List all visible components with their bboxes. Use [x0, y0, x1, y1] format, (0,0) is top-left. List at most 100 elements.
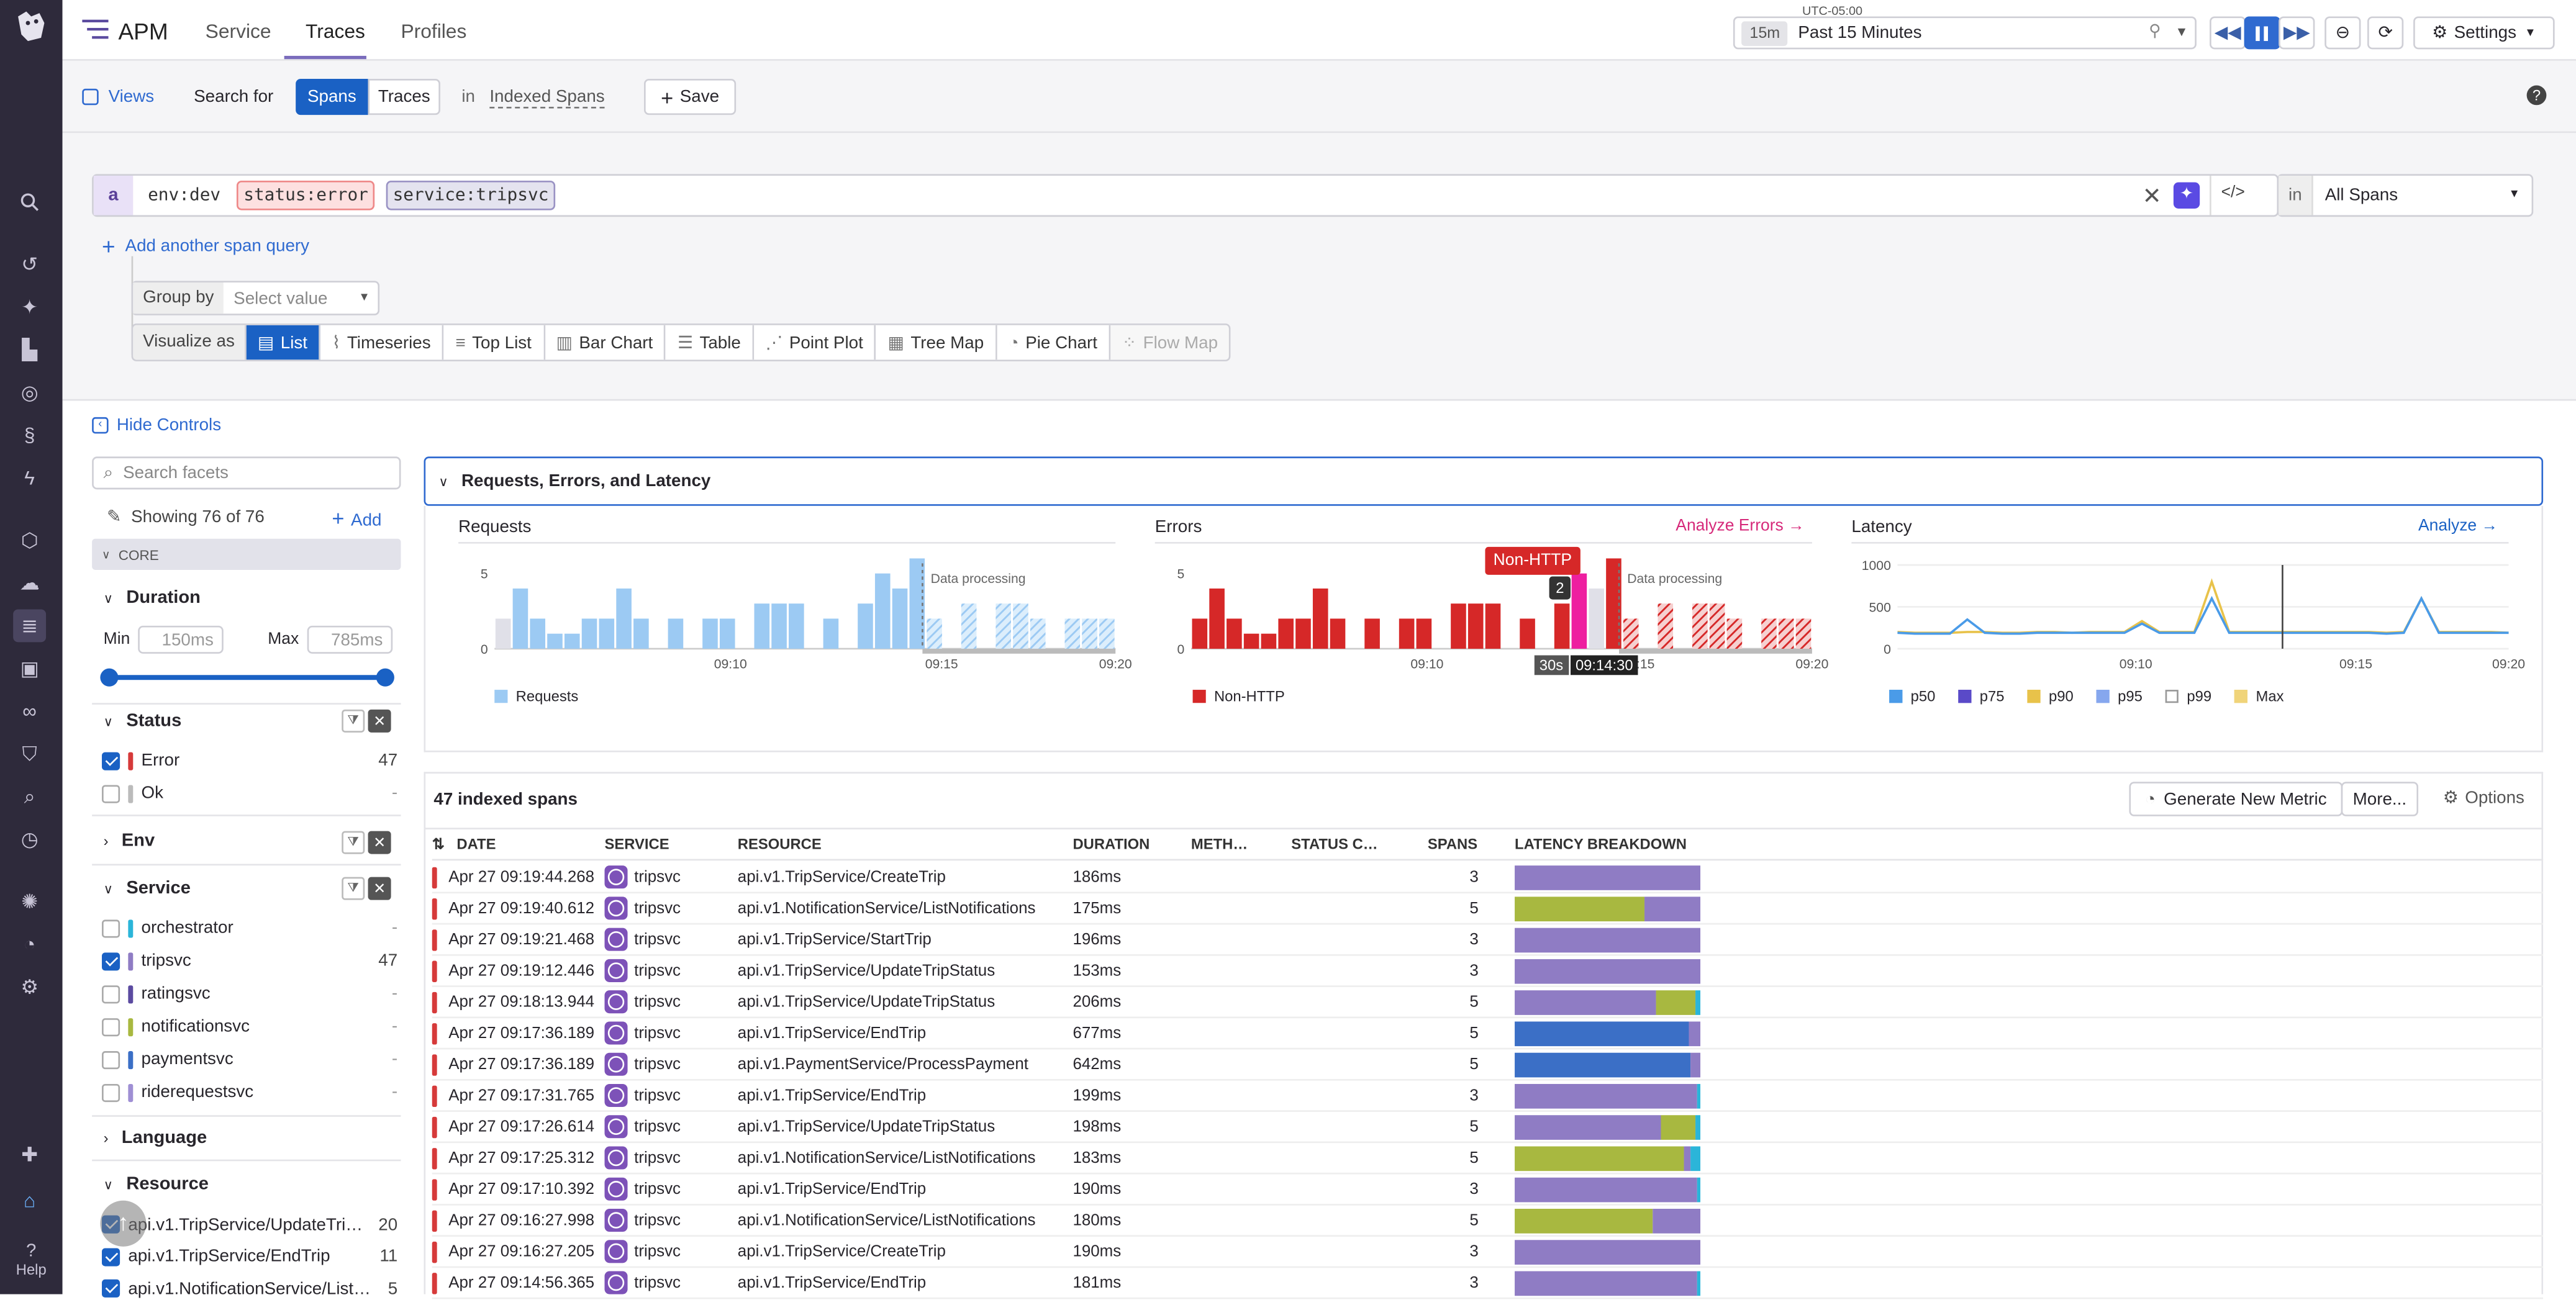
- facet-checkbox[interactable]: [102, 952, 120, 970]
- col-resource[interactable]: RESOURCE: [737, 836, 822, 852]
- bar[interactable]: [495, 618, 511, 649]
- shield-icon[interactable]: ⛉: [22, 741, 37, 765]
- group-by-select[interactable]: Select value ▼: [224, 288, 378, 308]
- monitors-icon[interactable]: ◎: [20, 381, 39, 404]
- bar[interactable]: [547, 633, 563, 649]
- bar[interactable]: [1623, 618, 1639, 649]
- bar[interactable]: [995, 603, 1011, 649]
- bar[interactable]: [512, 588, 528, 649]
- tab-traces[interactable]: Traces: [306, 19, 365, 43]
- bar[interactable]: [874, 573, 891, 649]
- bar[interactable]: [599, 618, 615, 649]
- viz-point-plot[interactable]: ⋰ Point Plot: [754, 325, 876, 360]
- integrations-icon[interactable]: ✚: [21, 1143, 38, 1167]
- zoom-out-button[interactable]: ⊖: [2324, 16, 2361, 50]
- table-row[interactable]: Apr 27 09:17:36.189 tripsvc api.v1.TripSer…: [432, 1018, 2544, 1050]
- bar[interactable]: [771, 603, 787, 649]
- scope-selector[interactable]: in All Spans ▼: [2277, 174, 2534, 217]
- bar[interactable]: [1064, 618, 1081, 649]
- query-chip-env[interactable]: env:dev: [148, 185, 221, 205]
- traces-toggle[interactable]: Traces: [368, 78, 440, 115]
- viz-table[interactable]: ☰ Table: [666, 325, 755, 360]
- duration-slider-max-handle[interactable]: [376, 668, 394, 687]
- pencil-icon[interactable]: ✎: [106, 507, 122, 528]
- bar[interactable]: [633, 618, 649, 649]
- col-service[interactable]: SERVICE: [604, 836, 669, 852]
- query-chip-service[interactable]: service:tripsvc: [386, 180, 556, 210]
- status-facet-header[interactable]: ∨ Status: [104, 711, 182, 731]
- bar[interactable]: [1209, 588, 1225, 649]
- time-range-picker[interactable]: 15m Past 15 Minutes ⚲ ▼: [1733, 16, 2197, 50]
- query-chip-status[interactable]: status:error: [237, 180, 375, 210]
- duration-slider-min-handle[interactable]: [100, 668, 119, 687]
- col-duration[interactable]: DURATION: [1073, 836, 1150, 852]
- bits-icon[interactable]: ⌂: [24, 1189, 36, 1212]
- facet-row[interactable]: paymentsvc -: [102, 1043, 410, 1076]
- duration-max-input[interactable]: 785ms: [307, 625, 393, 654]
- bar[interactable]: [1192, 618, 1208, 649]
- col-status-code[interactable]: STATUS C…: [1291, 836, 1378, 852]
- facet-row[interactable]: ratingsvc -: [102, 977, 410, 1010]
- bar[interactable]: [1278, 618, 1294, 649]
- analyze-errors-link[interactable]: Analyze Errors →: [1676, 517, 1804, 535]
- cloud-icon[interactable]: ☁: [19, 571, 40, 595]
- bar[interactable]: [1709, 603, 1725, 649]
- logs-icon[interactable]: ⌕: [24, 784, 35, 808]
- generate-metric-button[interactable]: ◔ Generate New Metric: [2129, 782, 2343, 816]
- bar[interactable]: [1485, 603, 1501, 649]
- views-button[interactable]: Views: [82, 87, 154, 107]
- bar[interactable]: [1795, 618, 1812, 649]
- language-facet-header[interactable]: › Language: [104, 1128, 207, 1148]
- settings-nav-icon[interactable]: ⚙: [20, 975, 39, 999]
- bar[interactable]: [1416, 618, 1432, 649]
- facet-row[interactable]: riderequestsvc -: [102, 1076, 410, 1109]
- bar[interactable]: [1399, 618, 1415, 649]
- bug-icon[interactable]: ✺: [21, 890, 38, 913]
- clear-query-icon[interactable]: ✕: [2142, 182, 2162, 209]
- bar[interactable]: [1312, 588, 1328, 649]
- facet-row[interactable]: notificationsvc -: [102, 1010, 410, 1043]
- tab-profiles[interactable]: Profiles: [401, 19, 467, 43]
- bar[interactable]: [1243, 633, 1259, 649]
- viz-timeseries[interactable]: ⌇ Timeseries: [320, 325, 444, 360]
- duration-facet-header[interactable]: ∨ Duration: [104, 588, 201, 608]
- bar[interactable]: [1761, 618, 1777, 649]
- facet-checkbox[interactable]: [102, 1247, 120, 1266]
- table-row[interactable]: Apr 27 09:19:40.612 tripsvc api.v1.Notific…: [432, 893, 2544, 925]
- bar[interactable]: [564, 633, 580, 649]
- facet-row[interactable]: api.v1.TripService/UpdateTri… 20: [102, 1209, 410, 1241]
- bar[interactable]: [1013, 603, 1028, 649]
- bar[interactable]: [1261, 633, 1277, 649]
- bar[interactable]: [1778, 618, 1794, 649]
- table-row[interactable]: Apr 27 09:17:26.614 tripsvc api.v1.TripSer…: [432, 1112, 2544, 1144]
- rewind-button[interactable]: ◀◀: [2210, 16, 2246, 50]
- refresh-button[interactable]: ⟳: [2367, 16, 2404, 50]
- ai-assist-icon[interactable]: ✦: [2173, 182, 2200, 209]
- col-spans[interactable]: SPANS: [1427, 836, 1478, 852]
- col-latency-breakdown[interactable]: LATENCY BREAKDOWN: [1515, 836, 1687, 852]
- dashboards-icon[interactable]: ▙: [22, 338, 37, 361]
- add-span-query-button[interactable]: + Add another span query: [102, 233, 309, 260]
- sort-icon[interactable]: ⇅: [432, 836, 445, 852]
- table-row[interactable]: Apr 27 09:18:13.944 tripsvc api.v1.TripSer…: [432, 987, 2544, 1019]
- facet-checkbox[interactable]: [102, 1017, 120, 1036]
- pause-button[interactable]: [2244, 16, 2280, 50]
- bar[interactable]: [719, 618, 735, 649]
- bar[interactable]: [754, 603, 770, 649]
- filter-icon[interactable]: ⧩: [342, 831, 365, 854]
- bar[interactable]: [1364, 618, 1380, 649]
- watchdog-icon[interactable]: ✦: [21, 296, 38, 319]
- table-row[interactable]: Apr 27 09:17:25.312 tripsvc api.v1.Notific…: [432, 1143, 2544, 1175]
- service-facet-header[interactable]: ∨ Service: [104, 878, 191, 898]
- facet-checkbox[interactable]: [102, 1050, 120, 1068]
- bar[interactable]: [1451, 603, 1466, 649]
- apm-menu-icon[interactable]: [82, 18, 109, 46]
- code-icon[interactable]: </>: [2221, 184, 2245, 202]
- bar[interactable]: [702, 618, 718, 649]
- viz-list[interactable]: ▤ List: [246, 325, 321, 360]
- spans-toggle[interactable]: Spans: [296, 78, 368, 115]
- scroll-to-top-button[interactable]: ↑: [100, 1200, 147, 1247]
- table-row[interactable]: Apr 27 09:19:21.468 tripsvc api.v1.TripSer…: [432, 924, 2544, 956]
- facet-row[interactable]: api.v1.NotificationService/List… 5: [102, 1273, 410, 1305]
- bar[interactable]: [1227, 618, 1242, 649]
